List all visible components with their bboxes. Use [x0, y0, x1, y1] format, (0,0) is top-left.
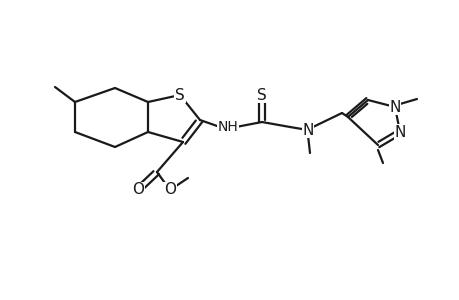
Text: N: N: [393, 124, 405, 140]
Text: N: N: [388, 100, 400, 115]
Text: NH: NH: [217, 120, 238, 134]
Text: S: S: [257, 88, 266, 103]
Text: N: N: [302, 122, 313, 137]
Text: S: S: [175, 88, 185, 103]
Text: O: O: [164, 182, 176, 197]
Text: O: O: [132, 182, 144, 197]
